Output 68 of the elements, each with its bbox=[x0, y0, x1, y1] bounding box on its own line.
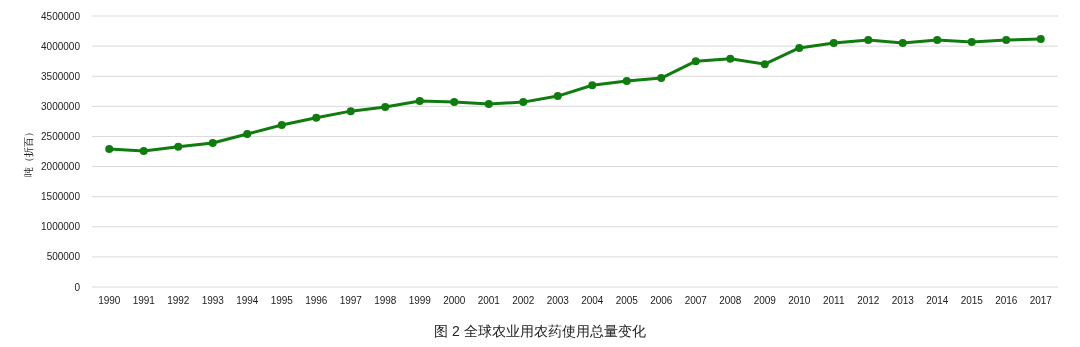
x-tick-label: 2013 bbox=[891, 295, 915, 306]
y-tick-label: 4000000 bbox=[41, 40, 81, 52]
point bbox=[208, 139, 217, 148]
point bbox=[864, 36, 873, 45]
y-tick-label: 4500000 bbox=[41, 10, 81, 22]
point bbox=[967, 37, 976, 46]
y-axis-title: 吨（折百） bbox=[23, 126, 34, 177]
x-tick-label: 2007 bbox=[684, 295, 708, 306]
x-tick-label: 2015 bbox=[960, 295, 984, 306]
point bbox=[450, 98, 459, 107]
x-tick-label: 2012 bbox=[857, 295, 880, 306]
point bbox=[415, 96, 424, 105]
x-tick-label: 2011 bbox=[822, 295, 845, 306]
x-tick-label: 1997 bbox=[339, 295, 363, 306]
x-tick-label: 2017 bbox=[1029, 295, 1053, 306]
x-tick-label: 2002 bbox=[512, 295, 535, 306]
y-tick-label: 1000000 bbox=[41, 221, 81, 233]
x-tick-label: 2000 bbox=[443, 295, 466, 306]
point bbox=[346, 107, 355, 116]
point bbox=[243, 130, 252, 139]
x-tick-label: 1993 bbox=[201, 295, 225, 306]
x-tick-label: 1999 bbox=[408, 295, 432, 306]
point bbox=[1036, 34, 1045, 43]
point bbox=[726, 54, 735, 63]
point bbox=[553, 92, 562, 101]
point bbox=[174, 142, 183, 151]
x-tick-label: 2004 bbox=[581, 295, 604, 306]
point bbox=[105, 145, 114, 154]
x-tick-label: 2014 bbox=[926, 295, 949, 306]
y-tick-label: 1500000 bbox=[41, 191, 81, 203]
x-tick-label: 2001 bbox=[477, 295, 501, 306]
point bbox=[588, 81, 597, 90]
x-tick-label: 1995 bbox=[270, 295, 294, 306]
point bbox=[277, 121, 286, 129]
point bbox=[898, 39, 907, 48]
x-tick-label: 2003 bbox=[546, 295, 570, 306]
x-tick-label: 2016 bbox=[995, 295, 1018, 306]
point bbox=[829, 39, 838, 48]
point bbox=[1002, 36, 1011, 45]
y-tick-label: 0 bbox=[74, 281, 81, 293]
y-tick-label: 2500000 bbox=[41, 130, 81, 142]
x-tick-label: 2006 bbox=[650, 295, 673, 306]
x-tick-label: 1992 bbox=[167, 295, 190, 306]
x-tick-label: 1998 bbox=[374, 295, 397, 306]
point bbox=[795, 43, 804, 52]
point bbox=[691, 57, 700, 66]
x-tick-label: 1990 bbox=[98, 295, 121, 306]
text: 图 2 全球农业用农药使用总量变化 bbox=[434, 323, 646, 339]
point bbox=[657, 74, 666, 83]
point bbox=[622, 77, 631, 86]
point bbox=[760, 60, 769, 69]
x-tick-label: 1991 bbox=[132, 295, 156, 306]
y-tick-label: 2000000 bbox=[41, 161, 81, 173]
point bbox=[933, 36, 942, 45]
point bbox=[519, 98, 528, 107]
point bbox=[312, 113, 321, 122]
x-tick-label: 2010 bbox=[788, 295, 811, 306]
y-tick-label: 3500000 bbox=[41, 70, 81, 82]
x-tick-label: 1996 bbox=[305, 295, 328, 306]
y-tick-label: 500000 bbox=[46, 251, 81, 263]
point bbox=[139, 146, 148, 155]
x-tick-label: 2009 bbox=[753, 295, 777, 306]
point bbox=[484, 99, 493, 108]
x-tick-label: 1994 bbox=[236, 295, 259, 306]
x-tick-label: 2008 bbox=[719, 295, 742, 306]
y-tick-label: 3000000 bbox=[41, 100, 81, 112]
x-tick-label: 2005 bbox=[615, 295, 639, 306]
point bbox=[381, 102, 390, 111]
